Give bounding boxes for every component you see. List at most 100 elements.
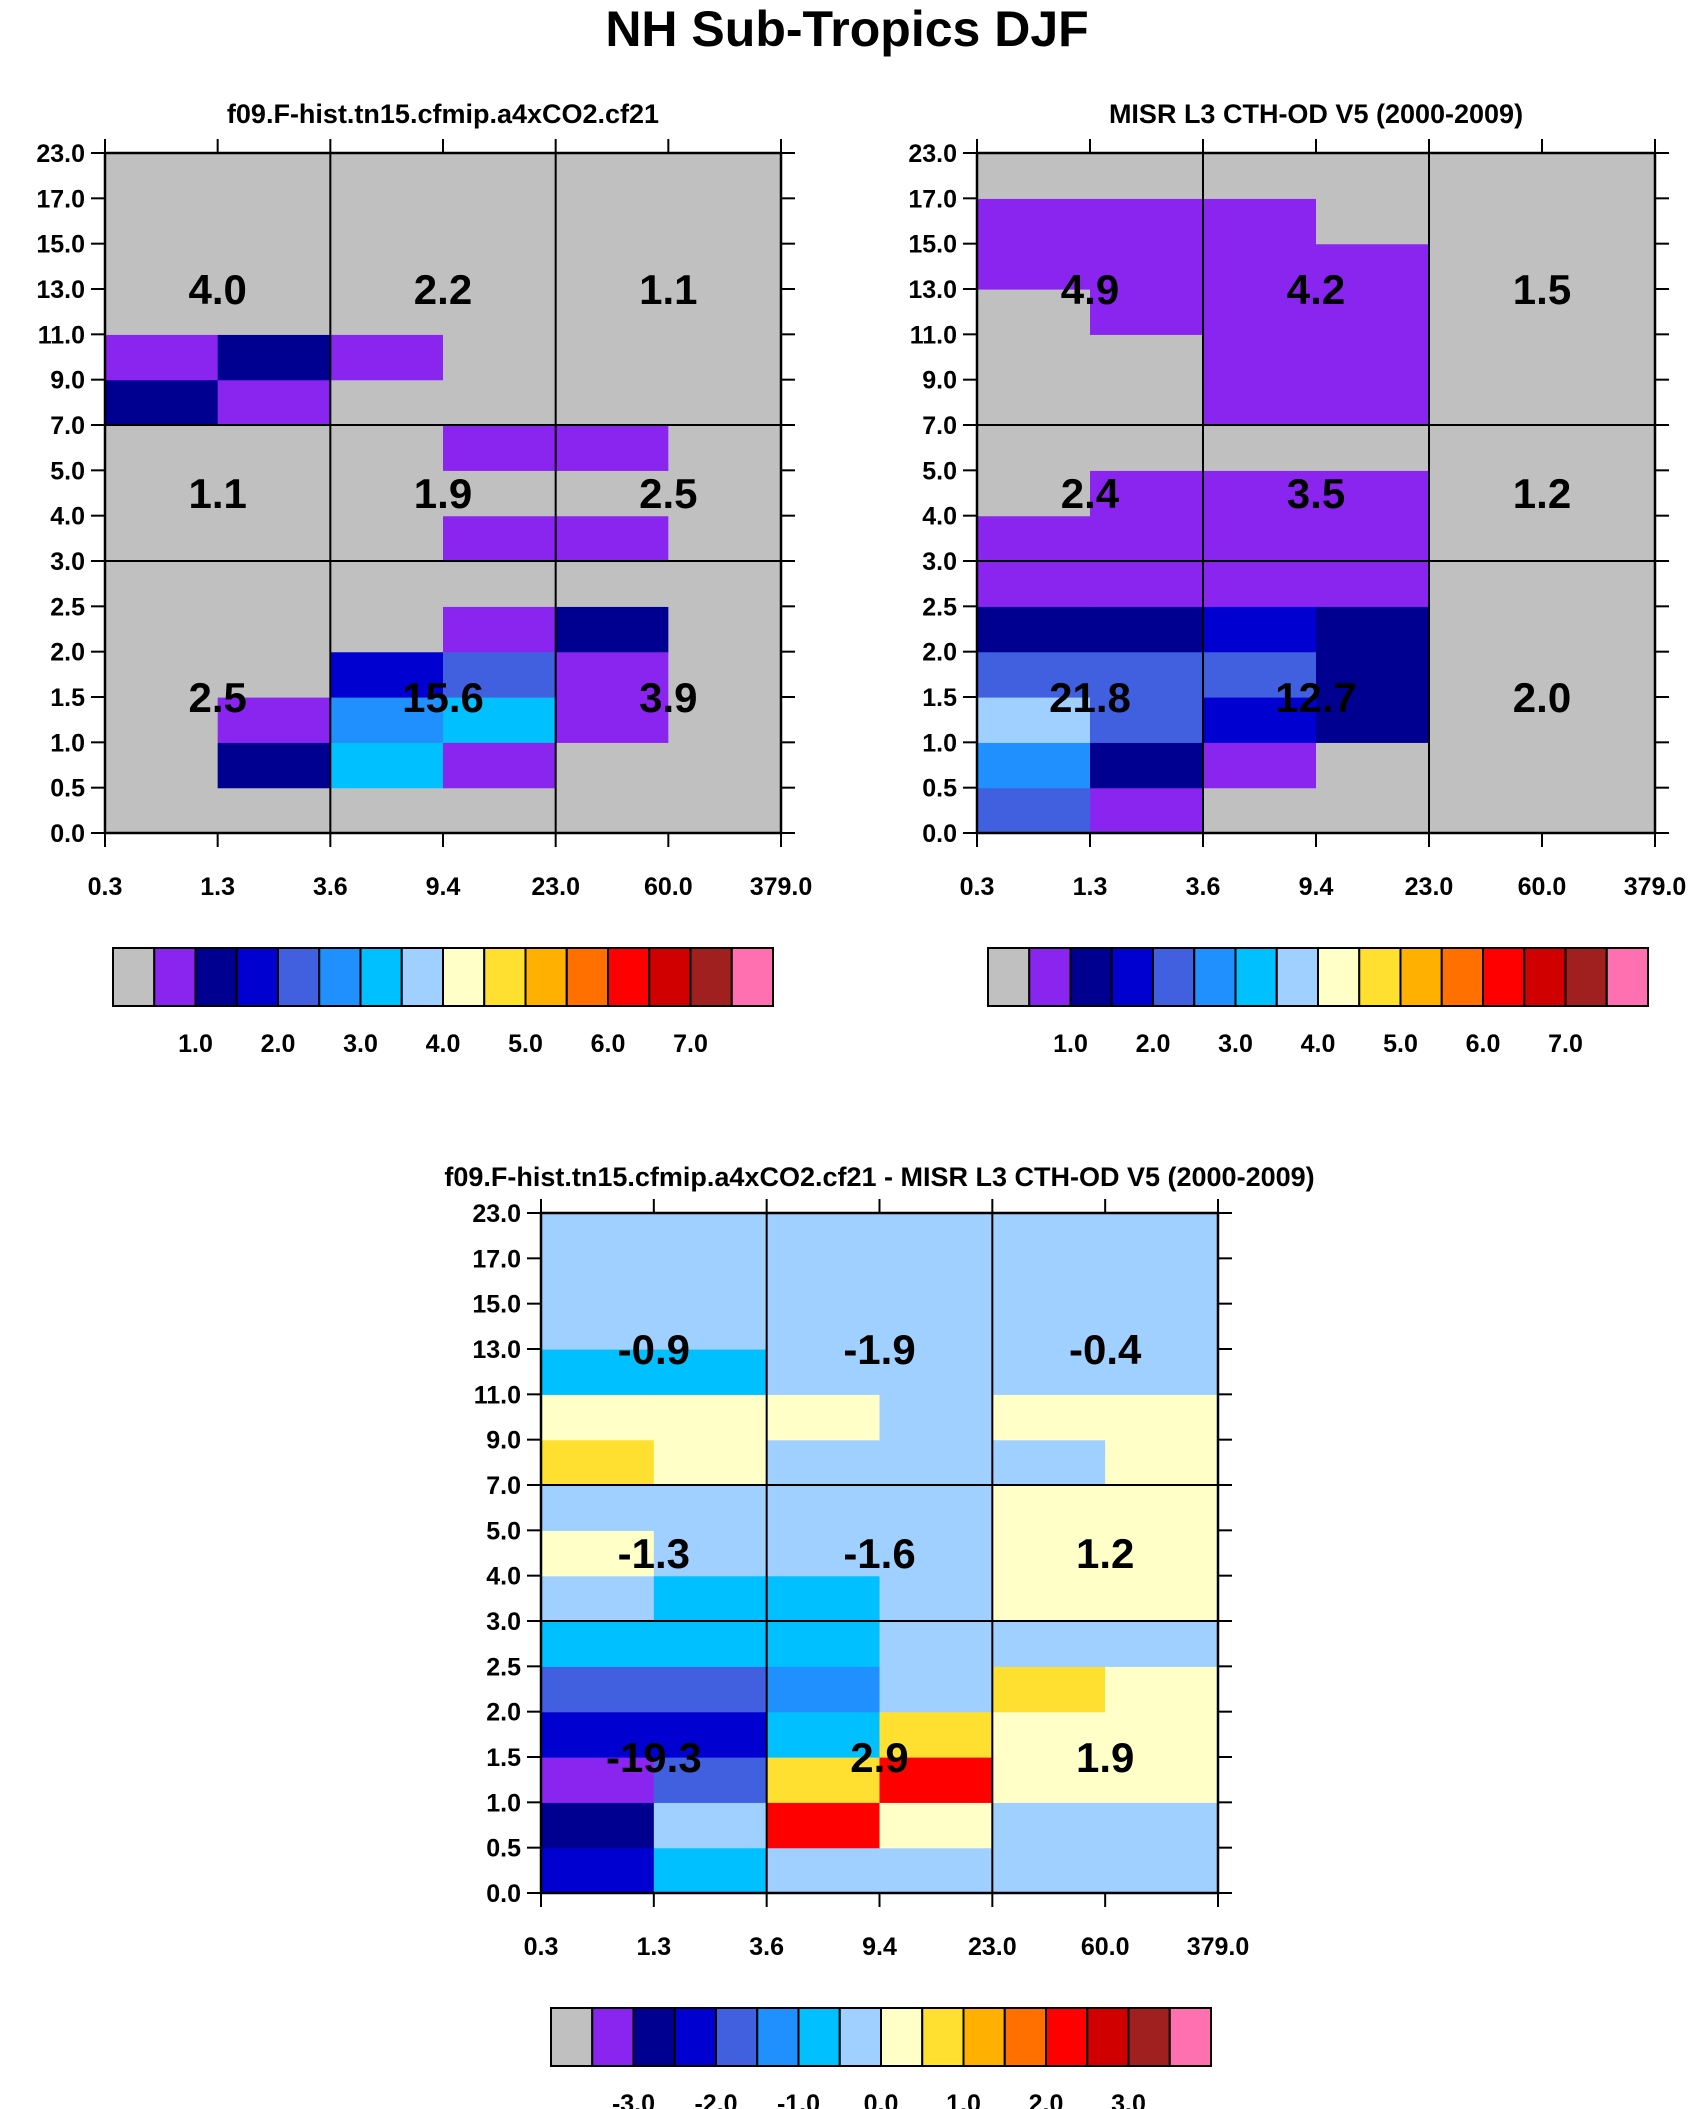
heatmap-cell [1429,515,1543,562]
y-tick-label: 4.0 [486,1563,521,1591]
colorbar-swatch [1482,947,1526,1007]
y-tick-label: 0.5 [486,1835,521,1863]
heatmap-cell [766,1711,881,1758]
heatmap-cell [766,1530,881,1577]
x-tick-label: 23.0 [1405,873,1454,901]
y-tick-label: 23.0 [472,1200,521,1228]
heatmap-cell [105,243,219,290]
heatmap-cell [555,651,669,698]
y-tick-label: 4.0 [50,503,85,531]
heatmap-cell [879,1394,993,1441]
panel-diff: f09.F-hist.tn15.cfmip.a4xCO2.cf21 - MISR… [444,1162,1314,2109]
heatmap-cell [977,561,1091,607]
heatmap-cell [766,1666,881,1713]
colorbar-swatch [797,2007,841,2067]
heatmap-cell [766,1621,881,1667]
heatmap-cell [1090,787,1204,834]
heatmap-cell [992,1303,1106,1350]
heatmap-cell [653,1757,768,1803]
heatmap-cell [541,1666,655,1713]
heatmap-cell [217,606,331,653]
y-tick-label: 9.0 [486,1427,521,1455]
heatmap-cell [1316,243,1430,290]
heatmap-cell [977,334,1091,381]
heatmap-cell [1542,606,1656,653]
heatmap-cell [1429,379,1543,426]
block-total-label: -19.3 [606,1734,702,1781]
heatmap-cell [105,606,219,653]
y-tick-label: 17.0 [472,1245,521,1273]
heatmap-cell [1105,1485,1219,1531]
heatmap-cell [217,289,331,335]
heatmap-cell [1203,425,1317,471]
block-total-label: 2.9 [850,1734,908,1781]
colorbar-swatch [673,2007,717,2067]
block-total-label: 2.2 [414,266,472,313]
colorbar-swatch [1605,947,1649,1007]
x-tick-label: 60.0 [1081,1933,1130,1961]
heatmap-cell [217,742,331,789]
heatmap-cell [330,651,444,698]
heatmap-cell [653,1621,768,1667]
colorbar-swatch [838,2007,882,2067]
colorbar-swatch [689,947,733,1007]
y-tick-label: 11.0 [38,321,85,349]
colorbar-swatch [112,947,156,1007]
heatmap-cell [443,470,557,517]
colorbar-swatch [1193,947,1237,1007]
colorbar-swatch [400,947,444,1007]
heatmap-cell [977,742,1091,789]
heatmap-cell [992,1439,1106,1486]
heatmap-cell [992,1258,1106,1305]
heatmap-cell [443,742,557,789]
heatmap-cell [668,561,782,607]
heatmap-cell [1542,198,1656,245]
heatmap-cell [1203,742,1317,789]
y-tick-label: 7.0 [486,1472,521,1500]
heatmap-cell [1203,289,1317,335]
colorbar-swatch [880,2007,924,2067]
colorbar-swatch [632,2007,676,2067]
heatmap-cell [541,1847,655,1894]
heatmap-cell [443,289,557,335]
panel-obs: MISR L3 CTH-OD V5 (2000-2009) 0.0 0.5 1.0 1.… [908,99,1686,1058]
x-tick-label: 60.0 [644,873,693,901]
block-total-label: 2.4 [1061,470,1120,517]
heatmap-cell [766,1485,881,1531]
heatmap-cell [1105,1394,1219,1441]
heatmap-cell [1429,651,1543,698]
heatmap-cell [541,1258,655,1305]
y-tick-label: 13.0 [36,276,85,304]
colorbar-label: 4.0 [1301,1030,1336,1058]
colorbar-swatch [565,947,609,1007]
heatmap-cell [330,606,444,653]
y-tick-label: 5.0 [50,457,85,485]
block-total-label: 1.9 [414,470,472,517]
colorbar-swatch [1234,947,1278,1007]
heatmap-cell [1090,425,1204,471]
colorbar-swatch [1564,947,1608,1007]
x-tick-label: 3.6 [1186,873,1221,901]
heatmap-cell [1316,425,1430,471]
colorbar-swatch [550,2007,594,2067]
heatmap-cell [1429,787,1543,834]
heatmap-cell [555,561,669,607]
heatmap-cell [1542,742,1656,789]
y-tick-label: 5.0 [486,1517,521,1545]
colorbar-swatch [1317,947,1361,1007]
heatmap-cell [1090,515,1204,562]
heatmap-cell [541,1303,655,1350]
heatmap-cell [668,697,782,743]
heatmap-cell [330,289,444,335]
block-total-label: 21.8 [1049,674,1131,721]
heatmap-cell [1203,697,1317,743]
y-tick-label: 2.0 [486,1699,521,1727]
colorbar-swatch [1275,947,1319,1007]
heatmap-cell [1316,742,1430,789]
heatmap-cell [555,515,669,562]
colorbar-label: 3.0 [1111,2090,1146,2109]
heatmap-cell [879,1303,993,1350]
y-tick-label: 9.0 [922,367,957,395]
x-tick-label: 23.0 [968,1933,1017,1961]
heatmap-cell [766,1575,881,1622]
